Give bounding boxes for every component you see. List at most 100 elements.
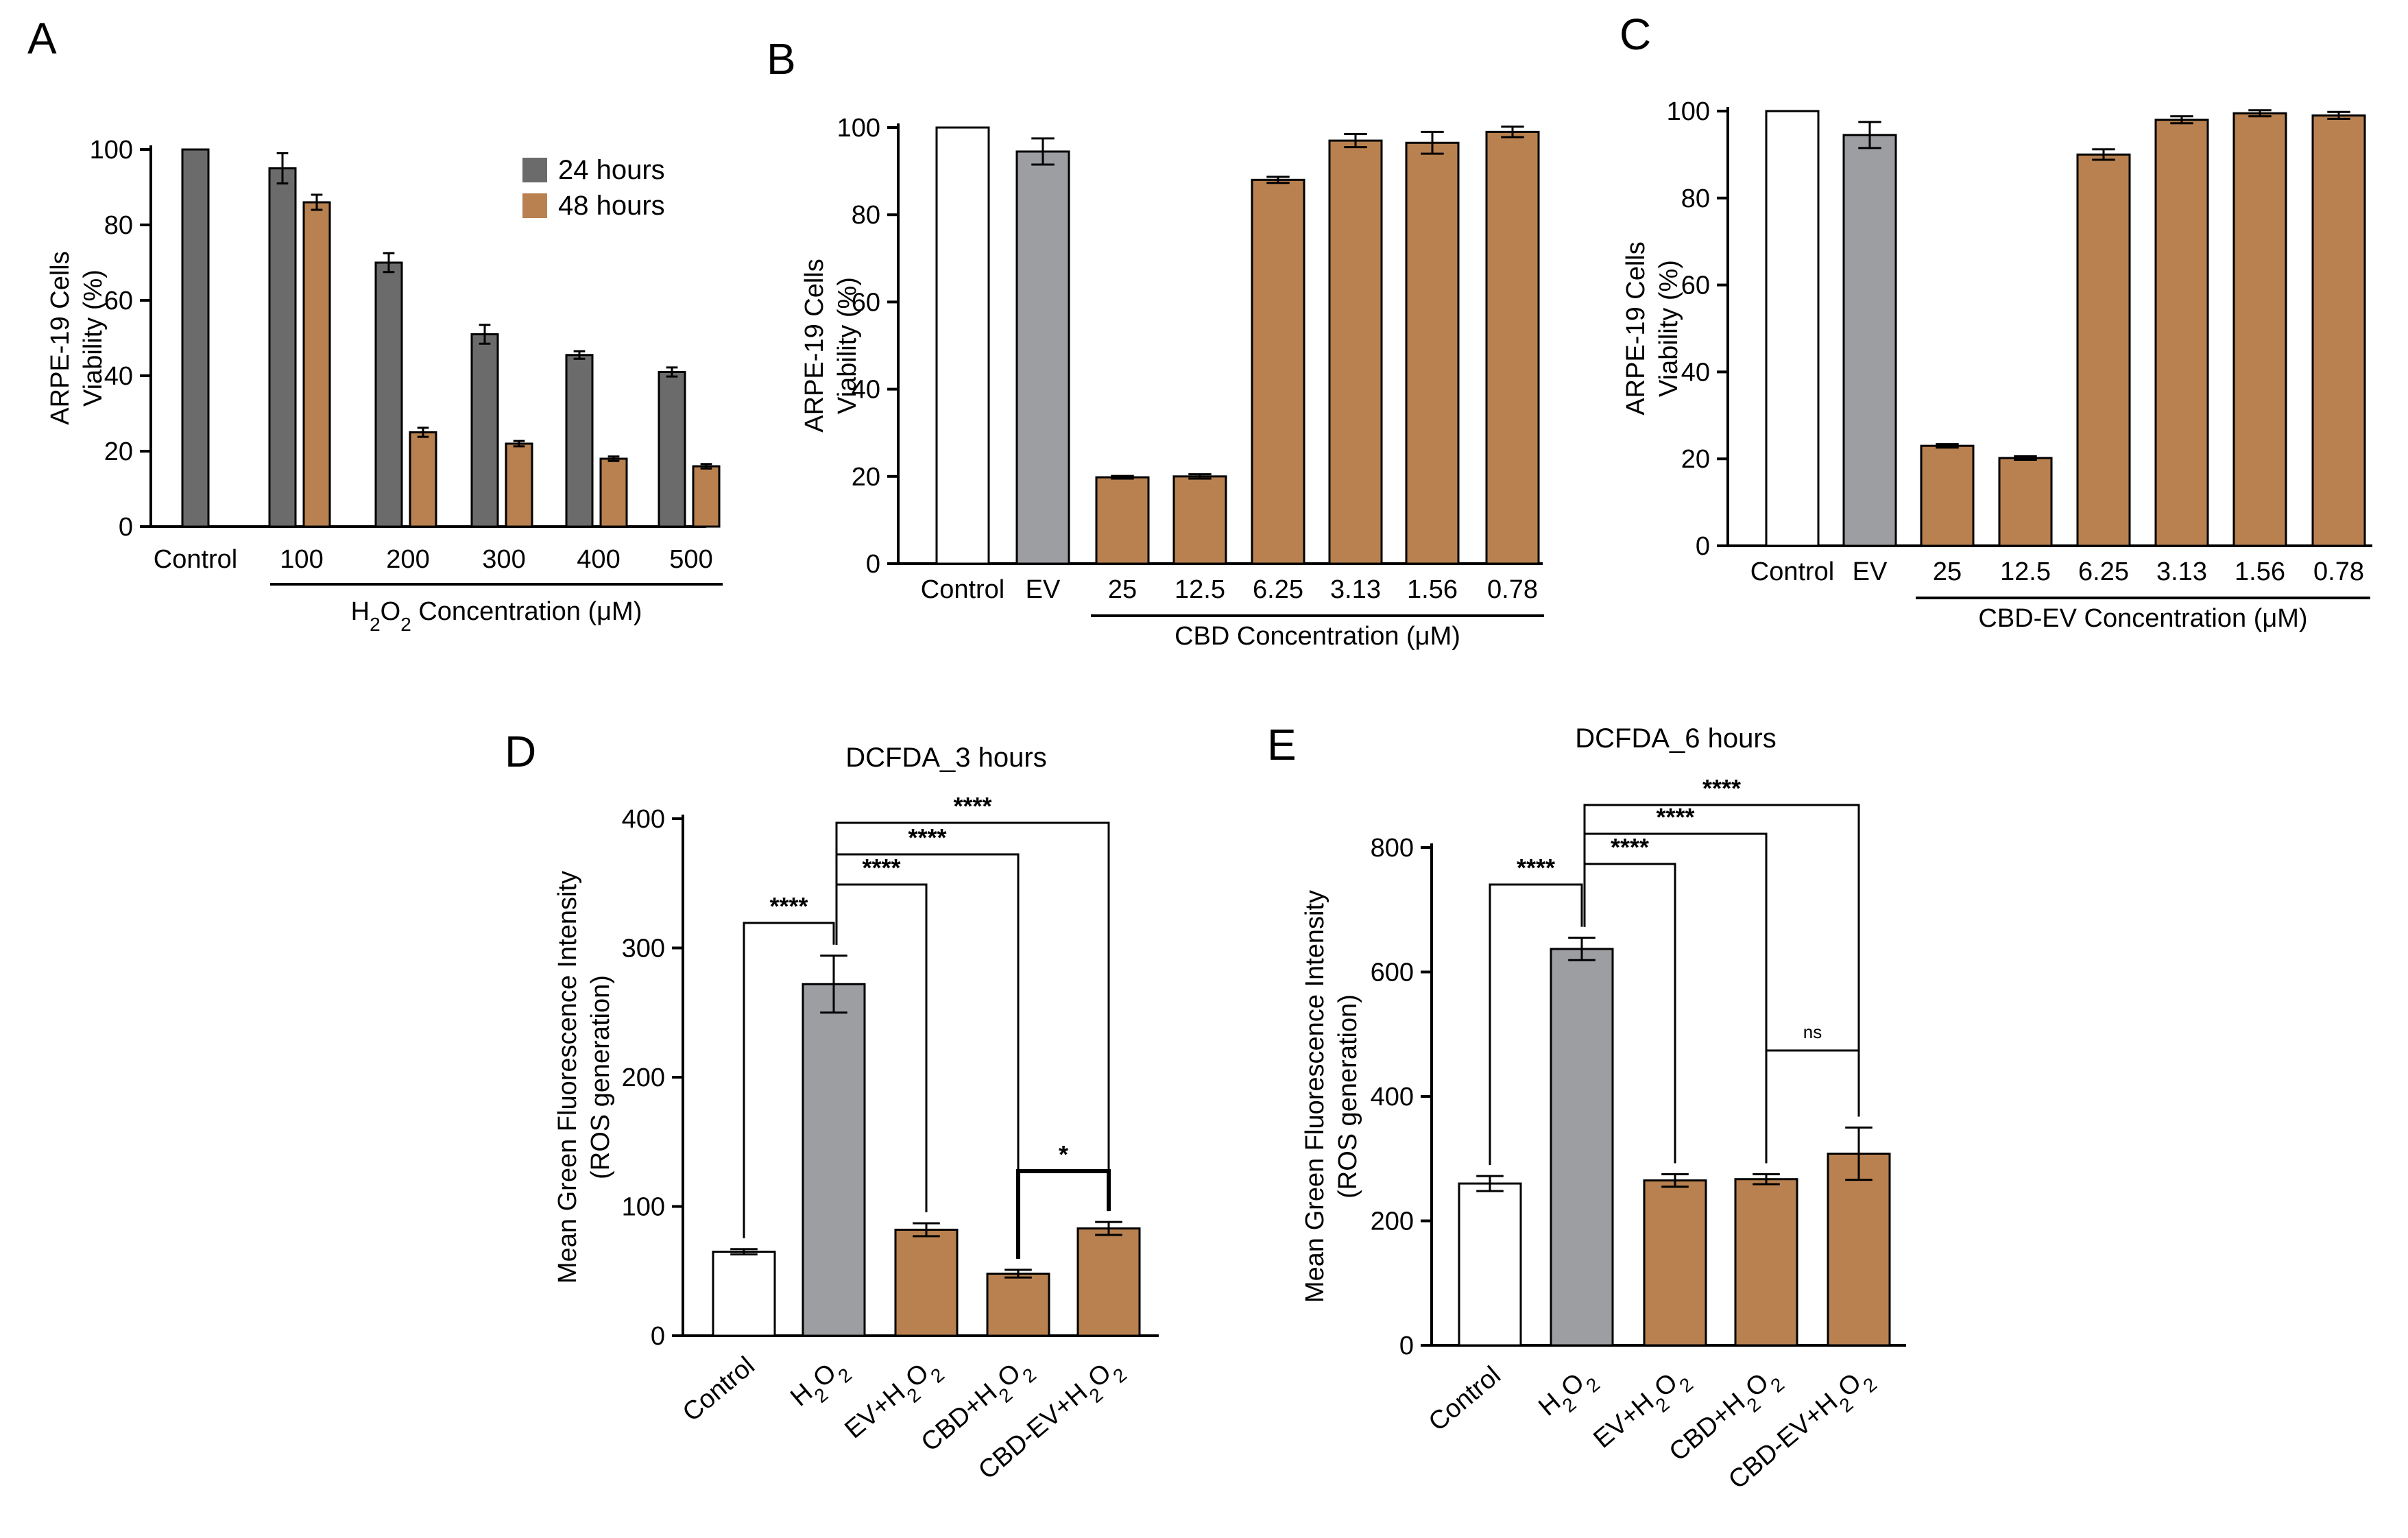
- bar-48-hours: [599, 457, 628, 528]
- bar-0.78: [2311, 114, 2366, 547]
- panel-letter-b: B: [767, 34, 796, 84]
- y-axis-label-line: Mean Green Fluorescence Intensity: [553, 871, 582, 1284]
- x-category-label: 12.5: [2000, 557, 2051, 586]
- y-tick-label: 0: [651, 1322, 665, 1351]
- x-category-label: 3.13: [1330, 575, 1381, 604]
- bar-24-hours: [374, 261, 403, 528]
- y-tick-label: 0: [1399, 1332, 1414, 1360]
- y-tick-label: 100: [837, 114, 880, 143]
- y-tick-label: 100: [622, 1193, 665, 1222]
- x-category-label: 6.25: [1253, 575, 1303, 604]
- y-tick-label: 600: [1371, 959, 1414, 987]
- significance-bracket: [743, 922, 835, 1238]
- x-category-label: EV: [1853, 557, 1888, 586]
- x-category-label: 100: [280, 545, 323, 574]
- bar-12.5: [1172, 475, 1227, 565]
- x-category-label: 1.56: [2235, 557, 2285, 586]
- bar-48-hours: [692, 465, 721, 528]
- y-axis-label: Mean Green Fluorescence Intensity (ROS ge…: [553, 871, 615, 1284]
- bar-Control: [1458, 1182, 1522, 1347]
- y-tick-label: 0: [1696, 532, 1710, 561]
- significance-label: *: [1059, 1140, 1068, 1168]
- y-tick-label: 40: [852, 376, 880, 405]
- bar-CBD-EV+H2O2: [1827, 1152, 1891, 1347]
- bar-CBD+H2O2: [986, 1273, 1050, 1337]
- x-category-label: 500: [669, 545, 712, 574]
- y-axis-label-line: Viability (%): [79, 269, 108, 407]
- y-axis-label-line: Mean Green Fluorescence Intensity: [1301, 890, 1329, 1303]
- x-category-label: 3.13: [2156, 557, 2207, 586]
- y-axis-label: ARPE-19 Cells Viability (%): [800, 259, 862, 432]
- panel-letter-c: C: [1620, 10, 1651, 59]
- bar-EV+H2O2: [1643, 1179, 1707, 1347]
- y-tick-label: 300: [622, 935, 665, 963]
- y-tick-label: 800: [1371, 834, 1414, 863]
- x-category-label: Control: [154, 545, 238, 574]
- y-tick-label: 100: [1667, 97, 1710, 126]
- y-axis-label-line: Viability (%): [1654, 260, 1683, 397]
- bar-24-hours: [268, 167, 297, 528]
- legend-label: 24 hours: [558, 155, 665, 185]
- significance-bracket: [1765, 1049, 1860, 1164]
- panel-letter-d: D: [505, 727, 536, 776]
- bar-1.56: [1405, 141, 1460, 565]
- x-category-label: 200: [386, 545, 429, 574]
- chart-e: 0 200 400 600 800 Mean Green Fluorescence Int…: [1301, 723, 1906, 1502]
- bar-24-hours: [565, 354, 594, 528]
- y-tick-label: 20: [1681, 445, 1710, 474]
- chart-title: DCFDA_6 hours: [1575, 723, 1776, 754]
- y-axis-label: ARPE-19 Cells Viability (%): [46, 251, 108, 424]
- x-category-label: 0.78: [2313, 557, 2364, 586]
- x-category-label: Control: [1750, 557, 1835, 586]
- significance-label: ****: [1702, 774, 1741, 802]
- y-tick-label: 200: [1371, 1207, 1414, 1236]
- bar-EV+H2O2: [894, 1228, 959, 1337]
- bar-48-hours: [505, 442, 533, 528]
- y-tick-label: 60: [852, 288, 880, 317]
- y-axis-label-line: (ROS generation): [1334, 994, 1362, 1199]
- y-tick-label: 20: [104, 437, 133, 466]
- bar-48-hours: [409, 431, 437, 528]
- x-category-label: EV: [1026, 575, 1061, 604]
- bar-H2O2: [1550, 948, 1614, 1347]
- y-tick-label: 60: [104, 287, 133, 315]
- y-tick-label: 80: [1681, 184, 1710, 213]
- y-tick-label: 60: [1681, 272, 1710, 300]
- x-axis-label: CBD Concentration (μM): [1175, 622, 1460, 651]
- significance-bracket: [1583, 804, 1860, 1117]
- bar-EV: [1842, 134, 1897, 547]
- bar-CBD+H2O2: [1734, 1178, 1798, 1347]
- significance-label: ****: [953, 792, 991, 820]
- y-tick-label: 80: [852, 201, 880, 230]
- bar-48-hours: [302, 201, 331, 528]
- y-axis-label-line: ARPE-19 Cells: [800, 259, 829, 432]
- y-tick-label: 0: [119, 513, 133, 542]
- y-tick-label: 400: [622, 805, 665, 834]
- bar-3.13: [1328, 139, 1383, 565]
- bar-6.25: [1251, 178, 1305, 565]
- bar-12.5: [1998, 457, 2053, 547]
- x-category-label: Control: [921, 575, 1005, 604]
- bar-0.78: [1485, 130, 1540, 565]
- significance-bracket: [1016, 1169, 1111, 1259]
- y-tick-label: 40: [104, 362, 133, 391]
- bar-H2O2: [802, 983, 866, 1337]
- y-axis-label: ARPE-19 Cells Viability (%): [1622, 241, 1683, 415]
- bar-3.13: [2154, 119, 2209, 547]
- x-category-label: 6.25: [2078, 557, 2129, 586]
- significance-label: ****: [1611, 833, 1649, 861]
- y-axis-label-line: ARPE-19 Cells: [1622, 241, 1650, 415]
- legend-label: 48 hours: [558, 191, 665, 221]
- y-axis-label-line: (ROS generation): [586, 975, 615, 1179]
- chart-title: DCFDA_3 hours: [845, 743, 1046, 773]
- significance-label: ****: [862, 854, 900, 882]
- bar-25: [1095, 476, 1150, 565]
- bar-EV: [1015, 150, 1070, 565]
- bar-Control: [1765, 110, 1820, 547]
- significance-bracket: [1489, 883, 1583, 1166]
- y-tick-label: 200: [622, 1064, 665, 1092]
- significance-label: ****: [1656, 803, 1694, 831]
- bar-Control: [712, 1250, 776, 1337]
- chart-b: 0 20 40 60 80 100 ARPE-19 Cells Viability (%) Co…: [800, 114, 1544, 651]
